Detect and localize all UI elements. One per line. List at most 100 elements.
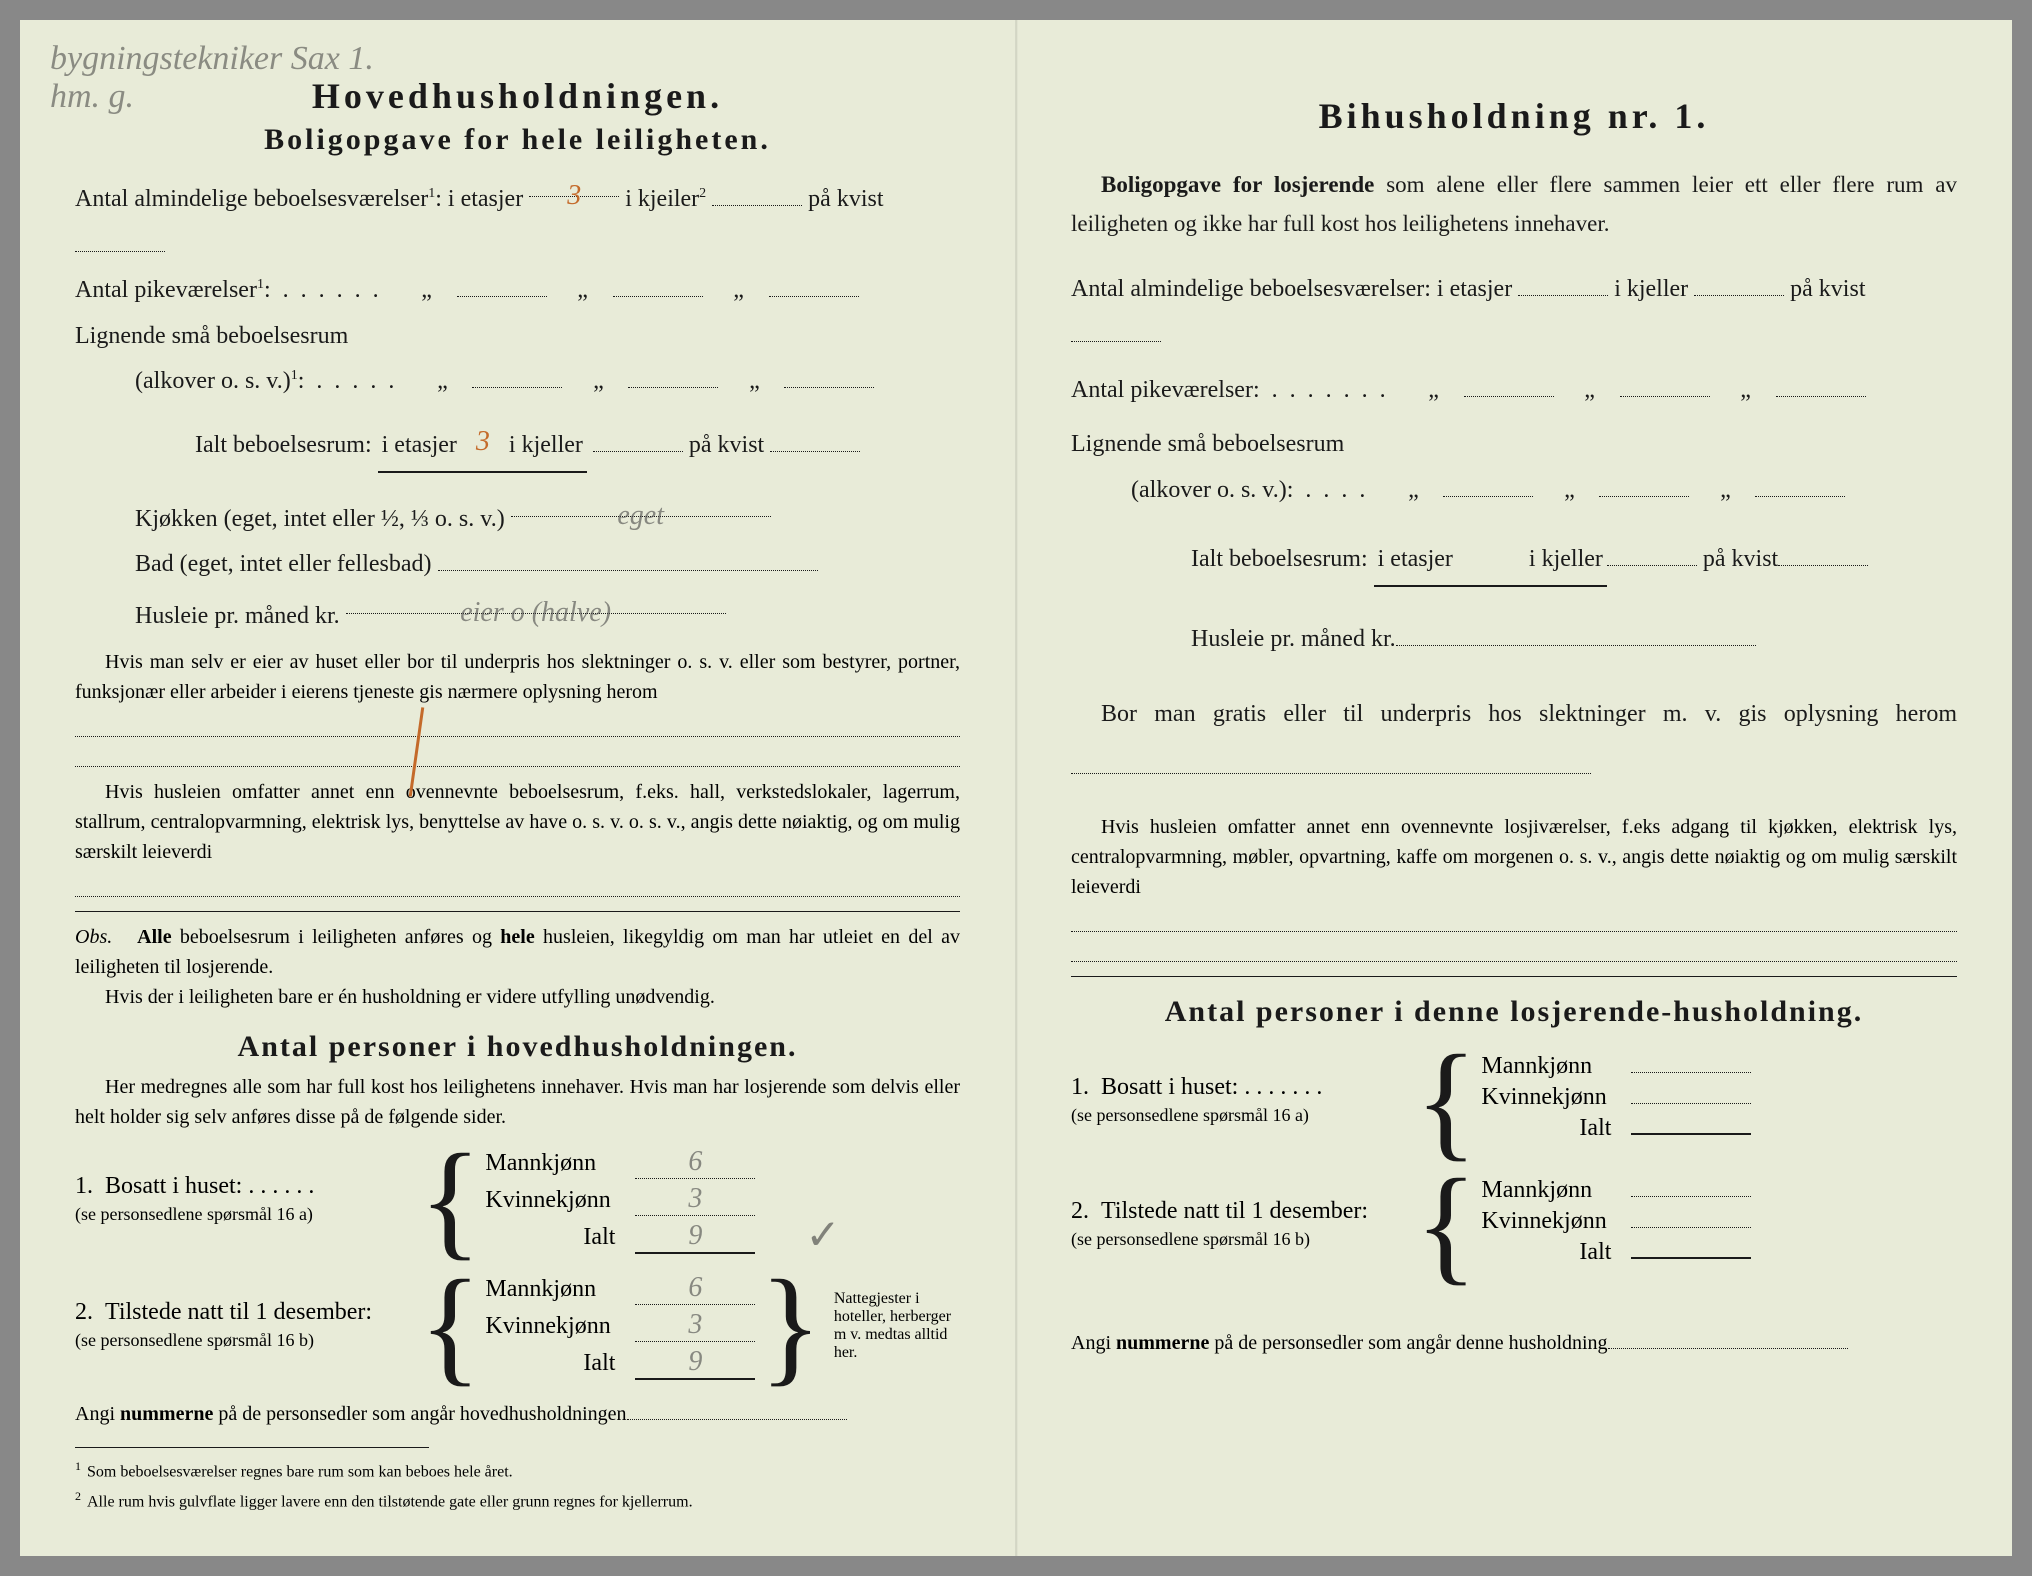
note-eier: Hvis man selv er eier av huset eller bor… — [75, 647, 960, 707]
seg2: i kjeller — [509, 432, 583, 458]
blank-kjeller[interactable] — [712, 180, 802, 206]
blank-bad[interactable] — [438, 545, 818, 571]
blank-kvist[interactable] — [1071, 315, 1161, 341]
r-q1-block: 1. Bosatt i huset: . . . . . . . (se per… — [1071, 1049, 1957, 1153]
row-ialt: Ialt beboelsesrum: i etasjer 3 i kjeller… — [75, 417, 960, 473]
blank3[interactable] — [1776, 371, 1866, 397]
dotted-line-3[interactable] — [75, 867, 960, 897]
r-dotted-1[interactable] — [1071, 902, 1957, 932]
blank-kjeller[interactable] — [1694, 270, 1784, 296]
dotted-line-2[interactable] — [75, 737, 960, 767]
fill: 3 — [688, 1183, 702, 1214]
r-dotted-2[interactable] — [1071, 932, 1957, 962]
ialt-label: Ialt — [1481, 1115, 1631, 1142]
row-pikevaerelser: Antal pikeværelser1: . . . . . . „ „ „ — [75, 268, 960, 314]
blank2[interactable] — [1620, 371, 1710, 397]
blank-mann[interactable]: 6 — [635, 1272, 755, 1305]
foot-num-2: 2 — [75, 1489, 81, 1503]
q1-block: 1. Bosatt i huset: . . . . . . (se perso… — [75, 1142, 960, 1258]
blank-husleie[interactable]: eier o (halve) — [346, 588, 726, 614]
mann-label: Mannkjønn — [1481, 1053, 1631, 1080]
separator-rule — [75, 911, 960, 912]
seg2: i kjeller — [1614, 276, 1688, 302]
brace-right: } — [759, 1274, 821, 1378]
right-title: Bihusholdning nr. 1. — [1071, 95, 1957, 137]
fill: eier o (halve) — [460, 597, 611, 628]
sub: (se personsedlene spørsmål 16 a) — [75, 1204, 313, 1224]
row-beboelsesvaerelser: Antal almindelige beboelsesværelser1: i … — [75, 171, 960, 268]
blank2[interactable] — [628, 362, 718, 388]
blank[interactable] — [472, 362, 562, 388]
foot-text-2: Alle rum hvis gulvflate ligger lavere en… — [87, 1493, 693, 1510]
fill-etasjer: 3 — [567, 180, 581, 211]
blank-kvist[interactable] — [75, 225, 165, 251]
handwritten-annotation-top: bygningstekniker Sax 1. hm. g. — [50, 40, 374, 116]
blank-kvinne[interactable]: 3 — [635, 1183, 755, 1216]
fill: 9 — [688, 1220, 702, 1251]
blank[interactable] — [1453, 540, 1523, 566]
blank2[interactable] — [613, 271, 703, 297]
footnote-2: 2 Alle rum hvis gulvflate ligger lavere e… — [75, 1488, 960, 1514]
blank3[interactable] — [784, 362, 874, 388]
blank-etasjer[interactable]: 3 — [463, 417, 503, 443]
row-kjokken: Kjøkken (eget, intet eller ½, ⅓ o. s. v.… — [75, 491, 960, 543]
sub: (se personsedlene spørsmål 16 a) — [1071, 1105, 1309, 1125]
blank[interactable] — [457, 271, 547, 297]
r-q2-content: Mannkjønn Kvinnekjønn Ialt — [1481, 1173, 1957, 1277]
r-q1-brace: { Mannkjønn Kvinnekjønn Ialt — [1411, 1049, 1957, 1153]
angi-text: Angi nummerne på de personsedler som ang… — [75, 1403, 627, 1425]
row-alkover: (alkover o. s. v.)1: . . . . . „ „ „ — [75, 359, 960, 405]
ialt-label: Ialt — [485, 1350, 635, 1377]
blank[interactable] — [1631, 1103, 1751, 1104]
blank-mann[interactable]: 6 — [635, 1146, 755, 1179]
mann-label: Mannkjønn — [1481, 1177, 1631, 1204]
right-page: Bihusholdning nr. 1. Boligopgave for los… — [1016, 20, 2012, 1556]
blank2[interactable] — [1599, 470, 1689, 496]
r-row2: Antal pikeværelser: . . . . . . . „ „ „ — [1071, 368, 1957, 414]
ditto2: „ — [1539, 468, 1599, 514]
r-q2-brace: { Mannkjønn Kvinnekjønn Ialt — [1411, 1173, 1957, 1277]
blank[interactable] — [1071, 748, 1591, 774]
blank[interactable] — [1608, 1327, 1848, 1349]
row-lignende: Lignende små beboelsesrum — [75, 314, 960, 360]
blank[interactable] — [1631, 1133, 1751, 1135]
blank-kvist[interactable] — [770, 426, 860, 452]
blank-kjokken[interactable]: eget — [511, 491, 771, 517]
sup: 1 — [257, 277, 264, 292]
blank2[interactable] — [1607, 540, 1697, 566]
row-husleie: Husleie pr. måned kr. eier o (halve) — [75, 588, 960, 640]
blank[interactable] — [1396, 619, 1756, 645]
sub: (alkover o. s. v.) — [135, 368, 291, 394]
side-note: Nattegjester i hoteller, herberger m v. … — [834, 1290, 960, 1362]
blank-kvinne[interactable]: 3 — [635, 1309, 755, 1342]
blank3[interactable] — [769, 271, 859, 297]
blank3[interactable] — [1755, 470, 1845, 496]
left-page: bygningstekniker Sax 1. hm. g. Hovedhush… — [20, 20, 1016, 1556]
seg2: i kjeller — [1529, 546, 1603, 572]
r-q2-block: 2. Tilstede natt til 1 desember: (se per… — [1071, 1173, 1957, 1277]
sup2: 2 — [699, 186, 706, 201]
blank[interactable] — [1631, 1227, 1751, 1228]
ialt-label: Ialt — [485, 1224, 635, 1251]
blank-etasjer[interactable]: 3 — [529, 171, 619, 197]
blank-kjeller[interactable] — [593, 426, 683, 452]
blank[interactable] — [1443, 470, 1533, 496]
foot-num-1: 1 — [75, 1459, 81, 1473]
dotted-line-1[interactable] — [75, 707, 960, 737]
blank[interactable] — [1631, 1196, 1751, 1197]
ditto3: „ — [709, 268, 769, 314]
blank-etasjer[interactable] — [1518, 270, 1608, 296]
blank[interactable] — [1464, 371, 1554, 397]
blank[interactable] — [1631, 1257, 1751, 1259]
blank-angi[interactable] — [627, 1398, 847, 1420]
label: Antal pikeværelser: — [1071, 377, 1260, 403]
sub: (se personsedlene spørsmål 16 b) — [75, 1330, 314, 1350]
persons-intro: Her medregnes alle som har full kost hos… — [75, 1072, 960, 1132]
blank-ialt[interactable]: 9 — [635, 1220, 755, 1254]
blank[interactable] — [1631, 1072, 1751, 1073]
footnote-1: 1Som beboelsesværelser regnes bare rum s… — [75, 1458, 960, 1484]
seg3: på kvist — [808, 186, 883, 212]
fill: 6 — [688, 1146, 702, 1177]
blank-ialt[interactable]: 9 — [635, 1346, 755, 1380]
blank3[interactable] — [1778, 540, 1868, 566]
